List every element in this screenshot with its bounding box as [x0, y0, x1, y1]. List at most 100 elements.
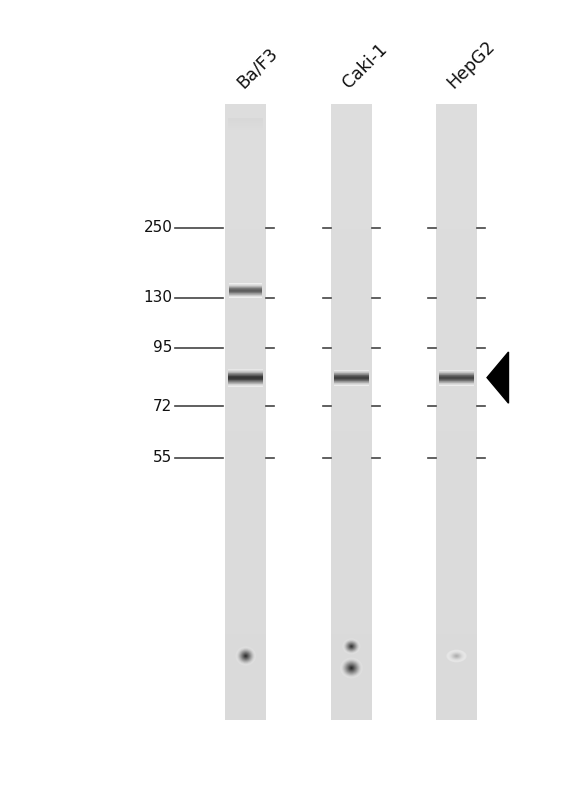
- Bar: [331, 174, 372, 182]
- Bar: [225, 377, 266, 385]
- Bar: [225, 494, 266, 502]
- Ellipse shape: [449, 651, 464, 661]
- Bar: [331, 416, 372, 424]
- Bar: [331, 478, 372, 486]
- Bar: [436, 268, 477, 275]
- Bar: [436, 190, 477, 198]
- Bar: [436, 416, 477, 424]
- Bar: [331, 689, 372, 697]
- Bar: [331, 104, 372, 112]
- Ellipse shape: [345, 662, 358, 674]
- Text: 95: 95: [153, 341, 172, 355]
- Ellipse shape: [350, 645, 353, 648]
- Bar: [331, 502, 372, 510]
- Ellipse shape: [446, 650, 467, 662]
- Ellipse shape: [348, 644, 355, 649]
- Bar: [225, 462, 266, 470]
- Bar: [225, 213, 266, 221]
- Bar: [436, 362, 477, 369]
- Bar: [225, 400, 266, 408]
- Bar: [436, 603, 477, 611]
- Bar: [225, 541, 266, 549]
- Bar: [331, 346, 372, 354]
- Ellipse shape: [448, 650, 465, 662]
- Ellipse shape: [347, 642, 356, 650]
- Bar: [225, 362, 266, 369]
- Ellipse shape: [239, 650, 253, 662]
- Ellipse shape: [451, 653, 462, 659]
- Bar: [436, 127, 477, 135]
- Bar: [331, 486, 372, 494]
- Bar: [331, 198, 372, 206]
- Bar: [436, 408, 477, 416]
- Bar: [331, 580, 372, 587]
- Bar: [331, 127, 372, 135]
- Bar: [225, 119, 266, 127]
- Bar: [331, 564, 372, 572]
- Ellipse shape: [450, 652, 463, 660]
- Bar: [225, 268, 266, 275]
- Bar: [331, 244, 372, 252]
- Bar: [225, 314, 266, 322]
- Bar: [225, 674, 266, 681]
- Bar: [225, 424, 266, 431]
- Bar: [225, 689, 266, 697]
- Bar: [331, 112, 372, 119]
- Bar: [436, 431, 477, 439]
- Ellipse shape: [346, 642, 357, 651]
- Bar: [225, 338, 266, 346]
- Bar: [225, 510, 266, 518]
- Bar: [436, 712, 477, 720]
- Bar: [225, 705, 266, 712]
- Bar: [331, 650, 372, 658]
- Ellipse shape: [346, 663, 357, 673]
- Bar: [225, 252, 266, 260]
- Text: 130: 130: [144, 290, 172, 305]
- Bar: [331, 400, 372, 408]
- Bar: [436, 439, 477, 447]
- Bar: [436, 354, 477, 362]
- Bar: [436, 306, 477, 314]
- Bar: [436, 486, 477, 494]
- Bar: [331, 634, 372, 642]
- Bar: [436, 580, 477, 587]
- Bar: [331, 221, 372, 229]
- Bar: [225, 143, 266, 150]
- Bar: [436, 322, 477, 330]
- Bar: [331, 283, 372, 291]
- Bar: [225, 431, 266, 439]
- Bar: [436, 237, 477, 244]
- Bar: [225, 525, 266, 533]
- Bar: [331, 587, 372, 595]
- Bar: [225, 634, 266, 642]
- Ellipse shape: [340, 658, 363, 678]
- Bar: [436, 275, 477, 283]
- Bar: [436, 447, 477, 455]
- Bar: [225, 221, 266, 229]
- Bar: [436, 681, 477, 689]
- Bar: [331, 182, 372, 190]
- Bar: [225, 385, 266, 393]
- Bar: [436, 611, 477, 618]
- Bar: [331, 408, 372, 416]
- Bar: [436, 369, 477, 377]
- Bar: [436, 283, 477, 291]
- Bar: [436, 470, 477, 478]
- Bar: [436, 697, 477, 705]
- Bar: [436, 502, 477, 510]
- Ellipse shape: [454, 654, 459, 658]
- Bar: [225, 681, 266, 689]
- Ellipse shape: [350, 646, 353, 647]
- Bar: [436, 112, 477, 119]
- Ellipse shape: [242, 653, 249, 659]
- Bar: [331, 494, 372, 502]
- Ellipse shape: [243, 654, 249, 658]
- Bar: [225, 283, 266, 291]
- Bar: [331, 104, 372, 720]
- Bar: [225, 549, 266, 556]
- Bar: [225, 369, 266, 377]
- Bar: [331, 393, 372, 400]
- Bar: [225, 322, 266, 330]
- Bar: [331, 674, 372, 681]
- Bar: [436, 618, 477, 626]
